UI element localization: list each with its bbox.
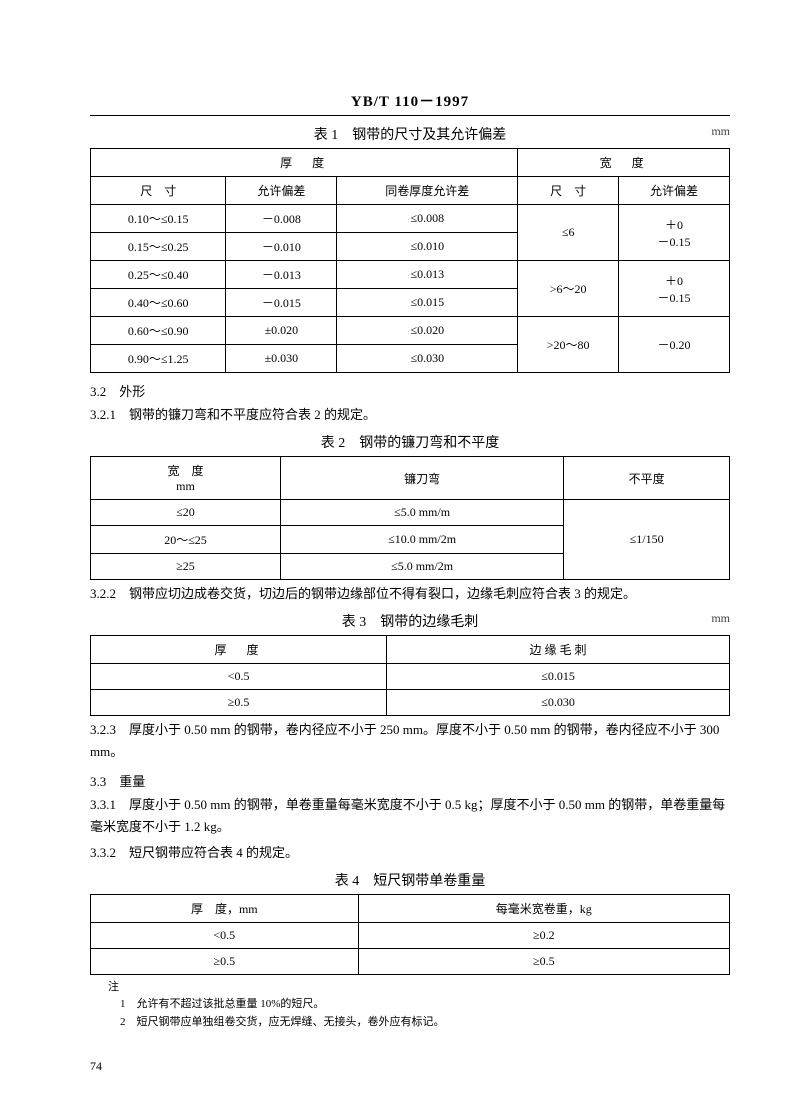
sec-3-3-title: 3.3 重量 (90, 771, 730, 790)
cell: <0.5 (91, 922, 359, 948)
para-3-2-3: 3.2.3 厚度小于 0.50 mm 的钢带，卷内径应不小于 250 mm。厚度… (90, 719, 730, 763)
cell: 0.15～≤0.25 (91, 233, 226, 261)
cell: ≥25 (91, 554, 281, 580)
cell: ≥0.2 (358, 922, 729, 948)
table-row: 0.60～≤0.90 ±0.020 ≤0.020 >20～80 －0.20 (91, 317, 730, 345)
cell: 0.10～≤0.15 (91, 205, 226, 233)
table1: 厚 度 宽 度 尺 寸 允许偏差 同卷厚度允许差 尺 寸 允许偏差 0.10～≤… (90, 148, 730, 373)
cell: ≤6 (518, 205, 619, 261)
th-size2: 尺 寸 (518, 177, 619, 205)
th-coiltol: 同卷厚度允许差 (337, 177, 518, 205)
th-camber: 镰刀弯 (280, 457, 563, 500)
sec-3-2-title: 3.2 外形 (90, 381, 730, 400)
cell: －0.010 (226, 233, 337, 261)
cell: ＋0 －0.15 (619, 261, 730, 317)
note-1: 1 允许有不超过该批总重量 10%的短尺。 (120, 996, 730, 1014)
cell: ±0.030 (226, 345, 337, 373)
th-thk: 厚 度 (91, 636, 387, 664)
cell: ≤0.010 (337, 233, 518, 261)
cell: 0.40～≤0.60 (91, 289, 226, 317)
th-tol2: 允许偏差 (619, 177, 730, 205)
table2-caption: 表 2 钢带的镰刀弯和不平度 (90, 432, 730, 452)
th-thk: 厚 度，mm (91, 894, 359, 922)
cell: 0.25～≤0.40 (91, 261, 226, 289)
cell: －0.20 (619, 317, 730, 373)
th-wt: 每毫米宽卷重，kg (358, 894, 729, 922)
table-row: 0.10～≤0.15 －0.008 ≤0.008 ≤6 ＋0 －0.15 (91, 205, 730, 233)
cell: 0.90～≤1.25 (91, 345, 226, 373)
cell: ≤0.030 (387, 690, 730, 716)
para-3-3-1: 3.3.1 厚度小于 0.50 mm 的钢带，单卷重量每毫米宽度不小于 0.5 … (90, 794, 730, 838)
standard-code: YB/T 110－1997 (90, 90, 730, 116)
cell: <0.5 (91, 664, 387, 690)
th-size: 尺 寸 (91, 177, 226, 205)
th-width: 宽 度 (518, 149, 730, 177)
cell: －0.015 (226, 289, 337, 317)
para-3-2-2: 3.2.2 钢带应切边成卷交货，切边后的钢带边缘部位不得有裂口，边缘毛刺应符合表… (90, 583, 730, 605)
table-row: ≥0.5 ≤0.030 (91, 690, 730, 716)
cell: ≤0.008 (337, 205, 518, 233)
cell: ≤0.015 (337, 289, 518, 317)
cell: ≤0.020 (337, 317, 518, 345)
cell: ≤0.013 (337, 261, 518, 289)
para-3-2-1: 3.2.1 钢带的镰刀弯和不平度应符合表 2 的规定。 (90, 404, 730, 426)
th-width: 宽 度 mm (91, 457, 281, 500)
table-header-row: 厚 度，mm 每毫米宽卷重，kg (91, 894, 730, 922)
cell: ≤5.0 mm/2m (280, 554, 563, 580)
cell: －0.008 (226, 205, 337, 233)
cell: >6～20 (518, 261, 619, 317)
table3-caption: 表 3 钢带的边缘毛刺 mm (90, 611, 730, 631)
th-tol: 允许偏差 (226, 177, 337, 205)
table-header-row: 尺 寸 允许偏差 同卷厚度允许差 尺 寸 允许偏差 (91, 177, 730, 205)
th-thickness: 厚 度 (91, 149, 518, 177)
cell: ≤0.030 (337, 345, 518, 373)
cell: 20～≤25 (91, 526, 281, 554)
th-flat: 不平度 (564, 457, 730, 500)
para-3-3-2: 3.3.2 短尺钢带应符合表 4 的规定。 (90, 842, 730, 864)
table4-caption: 表 4 短尺钢带单卷重量 (90, 870, 730, 890)
cell: ±0.020 (226, 317, 337, 345)
table1-caption-text: 表 1 钢带的尺寸及其允许偏差 (314, 128, 507, 143)
cell: －0.013 (226, 261, 337, 289)
page-number: 74 (90, 1059, 102, 1074)
table-row: <0.5 ≥0.2 (91, 922, 730, 948)
cell: ≤0.015 (387, 664, 730, 690)
table-header-row: 厚 度 边 缘 毛 刺 (91, 636, 730, 664)
table-header-row: 宽 度 mm 镰刀弯 不平度 (91, 457, 730, 500)
cell: ≤1/150 (564, 500, 730, 580)
note-2: 2 短尺钢带应单独组卷交货，应无焊缝、无接头，卷外应有标记。 (120, 1014, 730, 1032)
table1-unit: mm (711, 124, 730, 139)
table4-notes: 注 1 允许有不超过该批总重量 10%的短尺。 2 短尺钢带应单独组卷交货，应无… (90, 979, 730, 1032)
cell: 0.60～≤0.90 (91, 317, 226, 345)
table-row: ≤20 ≤5.0 mm/m ≤1/150 (91, 500, 730, 526)
table4: 厚 度，mm 每毫米宽卷重，kg <0.5 ≥0.2 ≥0.5 ≥0.5 (90, 894, 730, 975)
table-header-row: 厚 度 宽 度 (91, 149, 730, 177)
table-row: ≥0.5 ≥0.5 (91, 948, 730, 974)
table3: 厚 度 边 缘 毛 刺 <0.5 ≤0.015 ≥0.5 ≤0.030 (90, 635, 730, 716)
cell: ≤10.0 mm/2m (280, 526, 563, 554)
cell: ≥0.5 (358, 948, 729, 974)
table3-unit: mm (711, 611, 730, 626)
cell: ≤5.0 mm/m (280, 500, 563, 526)
table-row: <0.5 ≤0.015 (91, 664, 730, 690)
cell: >20～80 (518, 317, 619, 373)
table2: 宽 度 mm 镰刀弯 不平度 ≤20 ≤5.0 mm/m ≤1/150 20～≤… (90, 456, 730, 580)
table3-caption-text: 表 3 钢带的边缘毛刺 (342, 615, 479, 630)
note-label: 注 (108, 979, 730, 997)
cell: ＋0 －0.15 (619, 205, 730, 261)
table-row: 0.25～≤0.40 －0.013 ≤0.013 >6～20 ＋0 －0.15 (91, 261, 730, 289)
table1-caption: 表 1 钢带的尺寸及其允许偏差 mm (90, 124, 730, 144)
cell: ≥0.5 (91, 948, 359, 974)
cell: ≤20 (91, 500, 281, 526)
cell: ≥0.5 (91, 690, 387, 716)
th-burr: 边 缘 毛 刺 (387, 636, 730, 664)
